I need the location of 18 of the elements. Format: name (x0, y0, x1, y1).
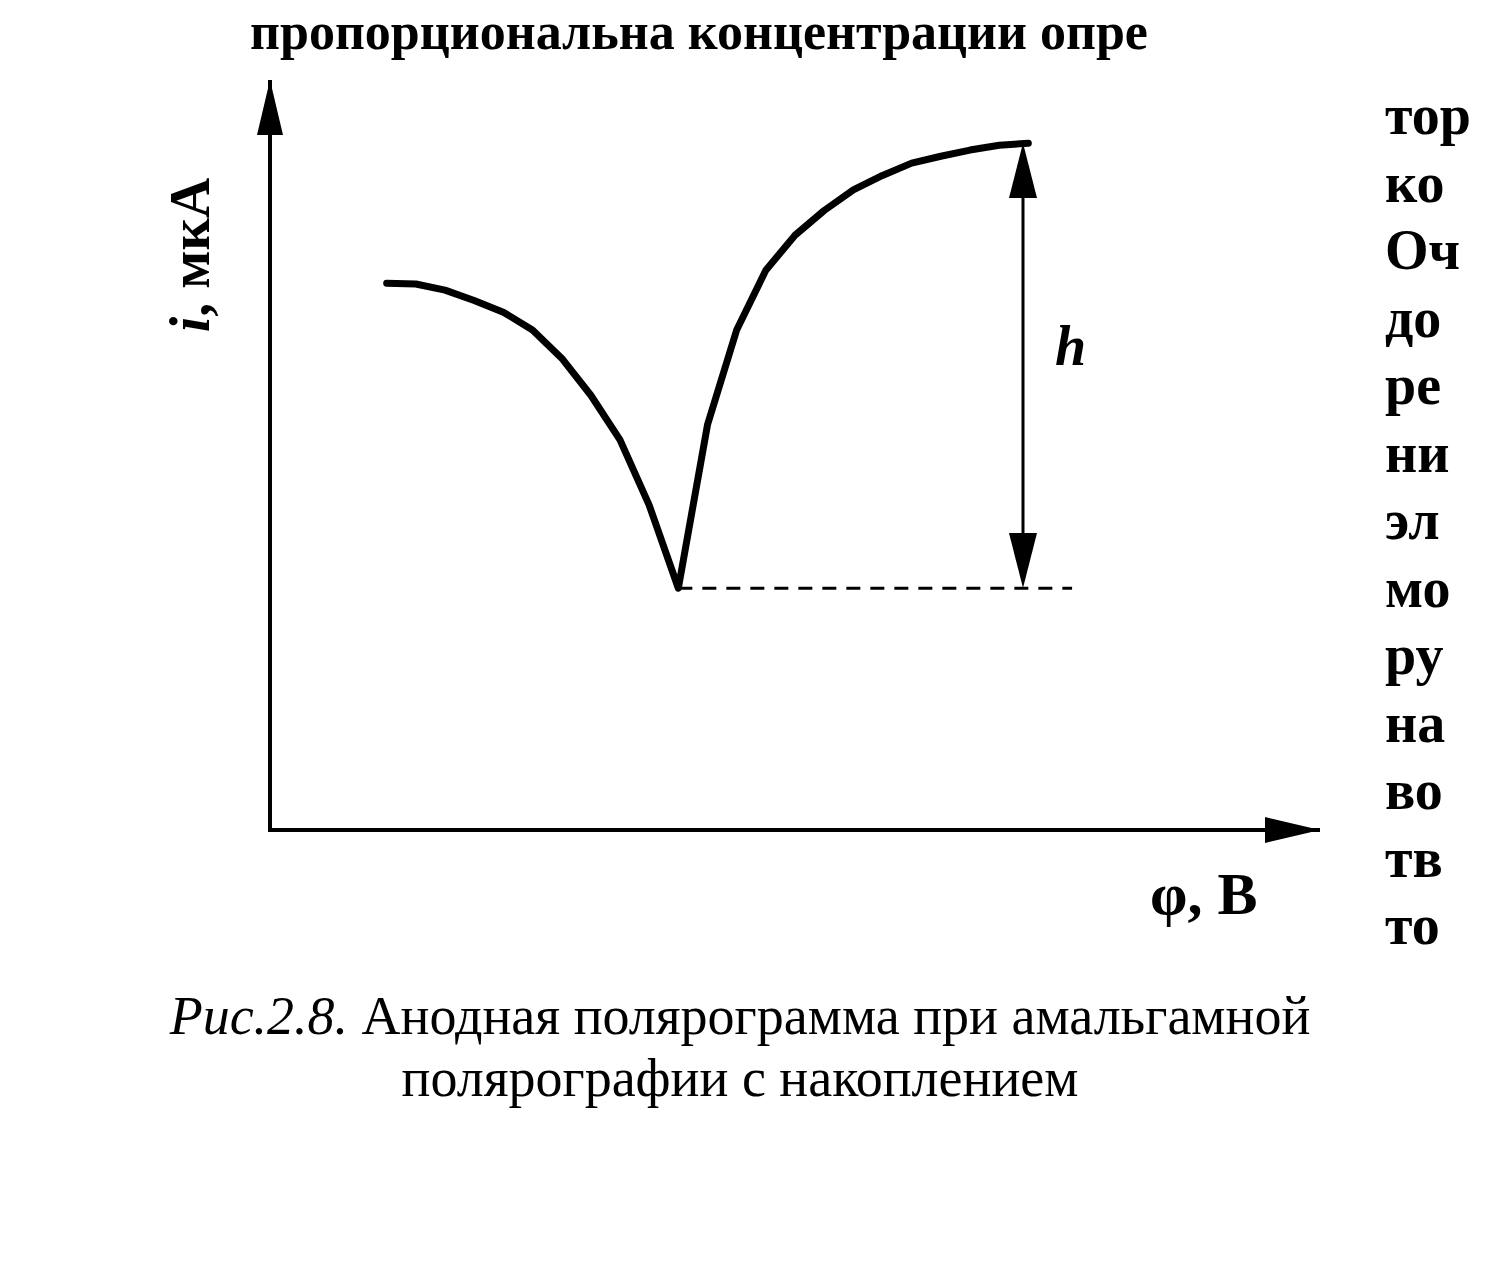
text: ни (1385, 421, 1450, 484)
text: тор (1385, 84, 1471, 146)
text: то (1385, 894, 1440, 956)
text: эл (1385, 489, 1440, 551)
text: тв (1385, 826, 1443, 889)
text: пропорциональна концентрации опре (250, 2, 1148, 61)
text: ко (1385, 151, 1445, 214)
text: во (1385, 759, 1443, 821)
x-axis-title: φ, В (1150, 860, 1258, 929)
annotation: h (1054, 313, 1087, 378)
text: Рис.2.8. Анодная полярограмма при амальгамной полярографии с накоплением (168, 985, 1312, 1109)
text: ру (1385, 624, 1444, 686)
text: на (1385, 691, 1446, 754)
text: ре (1385, 354, 1441, 416)
y-axis-title: i, мкА (158, 177, 222, 333)
text: Оч (1385, 219, 1461, 281)
text: до (1385, 286, 1442, 349)
text: мо (1385, 556, 1451, 619)
